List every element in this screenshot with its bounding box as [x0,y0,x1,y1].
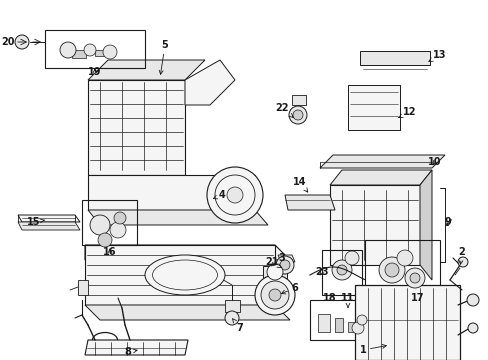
Circle shape [466,294,478,306]
Circle shape [90,215,110,235]
Text: 18: 18 [323,293,336,303]
Text: 11: 11 [341,293,354,307]
Circle shape [103,45,117,59]
Polygon shape [419,170,431,280]
Polygon shape [88,175,254,210]
Circle shape [384,263,398,277]
Circle shape [110,222,126,238]
Bar [309,300,384,340]
Circle shape [396,250,412,266]
Polygon shape [85,340,187,355]
Bar [334,318,342,332]
Text: 1: 1 [359,345,386,355]
Bar [321,250,361,295]
Text: 13: 13 [428,50,446,62]
Circle shape [331,260,351,280]
Text: 17: 17 [410,293,424,303]
Circle shape [336,265,346,275]
Polygon shape [78,280,88,295]
Polygon shape [278,255,294,262]
Text: 23: 23 [315,267,328,277]
Text: 8: 8 [124,347,137,357]
Polygon shape [285,195,334,210]
Circle shape [288,106,306,124]
Polygon shape [319,155,444,168]
Polygon shape [88,210,267,225]
Circle shape [268,289,281,301]
Circle shape [292,110,303,120]
Circle shape [351,322,363,334]
Bar [364,240,439,295]
Text: 12: 12 [398,107,416,118]
Circle shape [224,311,239,325]
Circle shape [409,273,419,283]
Bar [347,85,399,130]
Polygon shape [184,60,235,105]
Text: 15: 15 [27,217,45,227]
Polygon shape [85,245,289,260]
Bar [291,95,305,105]
Bar [45,30,145,68]
Text: 10: 10 [427,157,441,167]
Text: 9: 9 [444,217,450,227]
Bar [317,314,329,332]
Bar [224,300,240,312]
Circle shape [98,233,112,247]
Polygon shape [18,215,80,222]
Bar [263,266,286,278]
Text: 7: 7 [232,319,243,333]
Circle shape [275,256,293,274]
Circle shape [457,257,467,267]
Bar [354,285,459,360]
Circle shape [254,275,294,315]
Text: 20: 20 [1,37,15,47]
Circle shape [226,187,243,203]
Circle shape [15,35,29,49]
Circle shape [404,268,424,288]
Text: 3: 3 [270,253,285,266]
Circle shape [356,315,366,325]
Text: 16: 16 [103,247,117,257]
Circle shape [266,264,283,280]
Text: 19: 19 [88,67,102,77]
Text: 5: 5 [159,40,168,74]
Bar [72,50,86,58]
Polygon shape [85,305,289,320]
Bar [82,200,137,245]
Polygon shape [85,245,274,305]
Text: 21: 21 [264,257,281,268]
Polygon shape [329,185,419,265]
Circle shape [280,260,289,270]
Text: 4: 4 [213,190,225,200]
Circle shape [206,167,263,223]
Ellipse shape [145,255,224,295]
Bar [347,322,353,332]
Circle shape [345,251,358,265]
Circle shape [261,281,288,309]
Polygon shape [18,222,80,230]
Polygon shape [88,60,204,80]
Circle shape [378,257,404,283]
Bar [359,51,429,65]
Text: 6: 6 [281,283,298,294]
Circle shape [467,323,477,333]
Polygon shape [88,80,184,175]
Circle shape [114,212,126,224]
Circle shape [84,44,96,56]
Circle shape [60,42,76,58]
Text: 22: 22 [275,103,293,117]
Text: 2: 2 [458,247,465,264]
Text: 14: 14 [293,177,307,192]
Bar [95,50,105,56]
Polygon shape [329,170,431,185]
